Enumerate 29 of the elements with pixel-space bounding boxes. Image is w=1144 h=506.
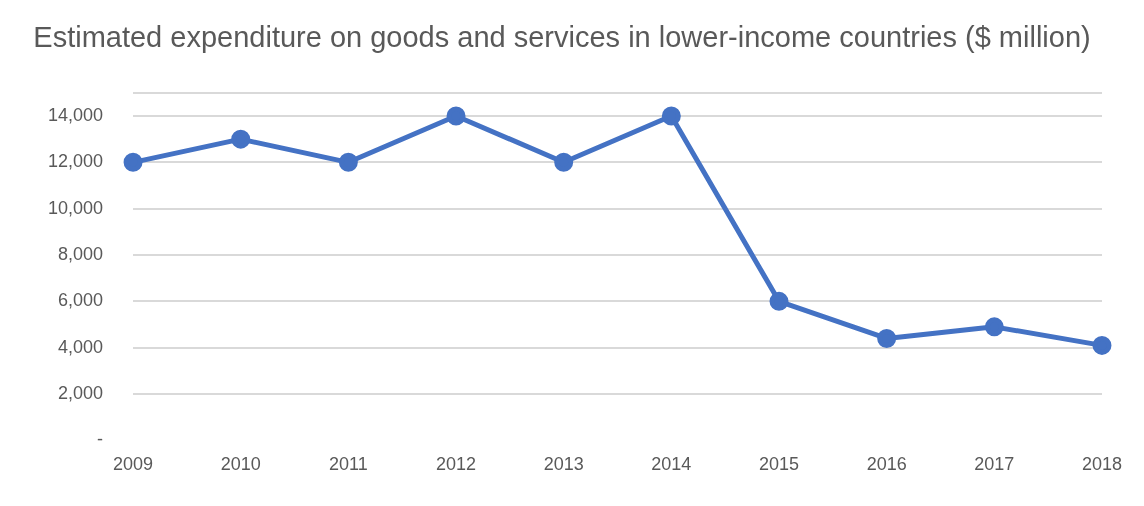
- x-tick-label: 2010: [220, 454, 261, 475]
- point: [661, 106, 681, 126]
- y-tick-label: 14,000: [47, 104, 104, 125]
- point: [338, 152, 358, 172]
- y-tick-label: -: [97, 429, 104, 450]
- point: [123, 152, 143, 172]
- point: [1092, 335, 1112, 355]
- x-tick-label: 2013: [543, 454, 584, 475]
- x-tick-label: 2017: [974, 454, 1015, 475]
- point: [877, 328, 897, 348]
- x-tick-label: 2015: [758, 454, 800, 475]
- y-tick-label: 4,000: [58, 336, 104, 357]
- x-tick-label: 2018: [1081, 454, 1122, 475]
- x-tick-label: 2012: [436, 454, 477, 475]
- point: [554, 152, 574, 172]
- x-tick-label: 2009: [113, 454, 154, 475]
- y-tick-label: 6,000: [58, 290, 104, 311]
- x-tick-label: 2016: [866, 454, 907, 475]
- chart-title: Estimated expenditure on goods and services in lower-income countries ($ million): [33, 21, 1091, 54]
- y-tick-label: 10,000: [47, 197, 104, 218]
- x-tick-label: 2014: [651, 454, 692, 475]
- x-tick-label: 2011: [329, 454, 368, 475]
- point: [769, 291, 789, 311]
- point: [984, 317, 1004, 337]
- y-tick-label: 8,000: [58, 243, 104, 264]
- point: [231, 129, 251, 149]
- y-tick-label: 12,000: [47, 151, 104, 172]
- point: [446, 106, 466, 126]
- y-tick-label: 2,000: [58, 383, 104, 404]
